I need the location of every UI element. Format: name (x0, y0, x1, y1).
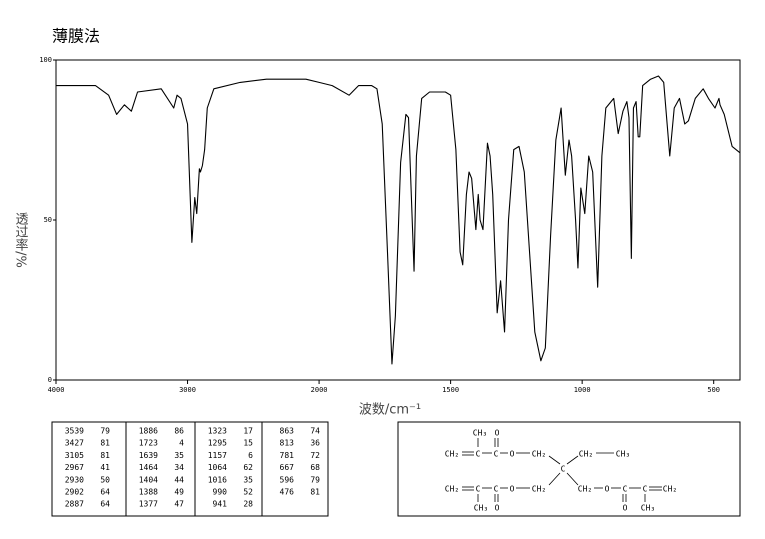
peak-wavenumber: 813 (280, 439, 295, 448)
peak-transmittance: 34 (174, 463, 184, 472)
chart-title: 薄膜法 (52, 27, 100, 46)
peak-transmittance: 36 (310, 439, 320, 448)
atom: O (495, 429, 500, 438)
peak-wavenumber: 2967 (65, 463, 84, 472)
plot: 4000 3000 2000 1500 1000 500 0 50 100 (39, 56, 741, 394)
structure: CH₂ C C O CH₂ CH₃ O C CH₂ CH₃ CH₂ C C O … (445, 429, 677, 513)
x-tick-label: 2000 (311, 386, 328, 394)
peak-transmittance: 4 (179, 439, 184, 448)
peak-transmittance: 47 (174, 500, 184, 509)
peak-wavenumber: 1404 (139, 475, 158, 484)
peak-transmittance: 79 (100, 427, 110, 436)
peak-transmittance: 35 (243, 475, 253, 484)
peak-wavenumber: 1064 (208, 463, 227, 472)
peak-wavenumber: 1723 (139, 439, 158, 448)
peak-wavenumber: 476 (280, 488, 295, 497)
peak-transmittance: 86 (174, 427, 184, 436)
peak-wavenumber: 1323 (208, 427, 227, 436)
peak-transmittance: 81 (310, 488, 320, 497)
atom: O (510, 450, 515, 459)
peak-wavenumber: 863 (280, 427, 295, 436)
peak-wavenumber: 1639 (139, 451, 158, 460)
peak-transmittance: 74 (310, 427, 320, 436)
peak-wavenumber: 781 (280, 451, 295, 460)
peak-transmittance: 15 (243, 439, 253, 448)
peak-wavenumber: 2930 (65, 475, 84, 484)
peak-wavenumber: 3427 (65, 439, 84, 448)
peak-wavenumber: 2902 (65, 488, 84, 497)
peak-wavenumber: 1464 (139, 463, 158, 472)
atom: CH₂ (663, 485, 677, 494)
atom: C (623, 485, 628, 494)
atom: CH₃ (641, 504, 655, 513)
peak-wavenumber: 1388 (139, 488, 158, 497)
atom: C (643, 485, 648, 494)
peak-wavenumber: 1886 (139, 427, 158, 436)
atom: C (561, 465, 566, 474)
x-tick-label: 4000 (48, 386, 65, 394)
atom: O (495, 504, 500, 513)
peak-wavenumber: 1157 (208, 451, 227, 460)
x-tick-label: 500 (707, 386, 720, 394)
peak-transmittance: 72 (310, 451, 320, 460)
structure-box (397, 421, 741, 517)
peak-transmittance: 64 (100, 488, 110, 497)
peak-transmittance: 35 (174, 451, 184, 460)
atom: O (623, 504, 628, 513)
atom: CH₂ (532, 450, 546, 459)
atom: C (476, 485, 481, 494)
peak-wavenumber: 3105 (65, 451, 84, 460)
y-axis-label: 透过率/% (13, 212, 29, 268)
peak-transmittance: 81 (100, 439, 110, 448)
atom: CH₂ (532, 485, 546, 494)
peak-transmittance: 28 (243, 500, 253, 509)
x-axis-label: 波数/cm⁻¹ (359, 403, 421, 418)
atom: CH₃ (474, 504, 488, 513)
peak-transmittance: 50 (100, 475, 110, 484)
x-tick-label: 1500 (442, 386, 459, 394)
atom: CH₃ (616, 450, 630, 459)
peak-wavenumber: 990 (213, 488, 228, 497)
y-tick-label: 0 (48, 376, 52, 384)
atom: O (605, 485, 610, 494)
peak-wavenumber: 596 (280, 475, 295, 484)
atom: C (476, 450, 481, 459)
atom: C (494, 450, 499, 459)
peak-transmittance: 41 (100, 463, 110, 472)
plot-frame (55, 59, 741, 381)
x-tick-label: 1000 (574, 386, 591, 394)
peak-transmittance: 52 (243, 488, 253, 497)
peak-transmittance: 6 (248, 451, 253, 460)
peak-transmittance: 49 (174, 488, 184, 497)
peak-wavenumber: 3539 (65, 427, 84, 436)
atom: CH₂ (445, 485, 459, 494)
peak-wavenumber: 1377 (139, 500, 158, 509)
atom: CH₂ (578, 485, 592, 494)
spectrum-line (56, 75, 741, 365)
peak-wavenumber: 667 (280, 463, 295, 472)
peak-transmittance: 62 (243, 463, 253, 472)
peak-transmittance: 17 (243, 427, 253, 436)
atom: O (510, 485, 515, 494)
peak-transmittance: 81 (100, 451, 110, 460)
atom: CH₂ (579, 450, 593, 459)
peak-transmittance: 64 (100, 500, 110, 509)
peak-wavenumber: 1016 (208, 475, 227, 484)
y-tick-label: 100 (39, 56, 52, 64)
bonds (462, 438, 662, 502)
peak-wavenumber: 1295 (208, 439, 227, 448)
y-tick-label: 50 (44, 216, 52, 224)
peak-transmittance: 44 (174, 475, 184, 484)
atom: CH₂ (445, 450, 459, 459)
peak-wavenumber: 2887 (65, 500, 84, 509)
peak-table-box (51, 421, 329, 517)
peak-transmittance: 68 (310, 463, 320, 472)
atom: CH₃ (473, 429, 487, 438)
peak-wavenumber: 941 (213, 500, 228, 509)
x-tick-label: 3000 (179, 386, 196, 394)
peak-transmittance: 79 (310, 475, 320, 484)
atom: C (494, 485, 499, 494)
